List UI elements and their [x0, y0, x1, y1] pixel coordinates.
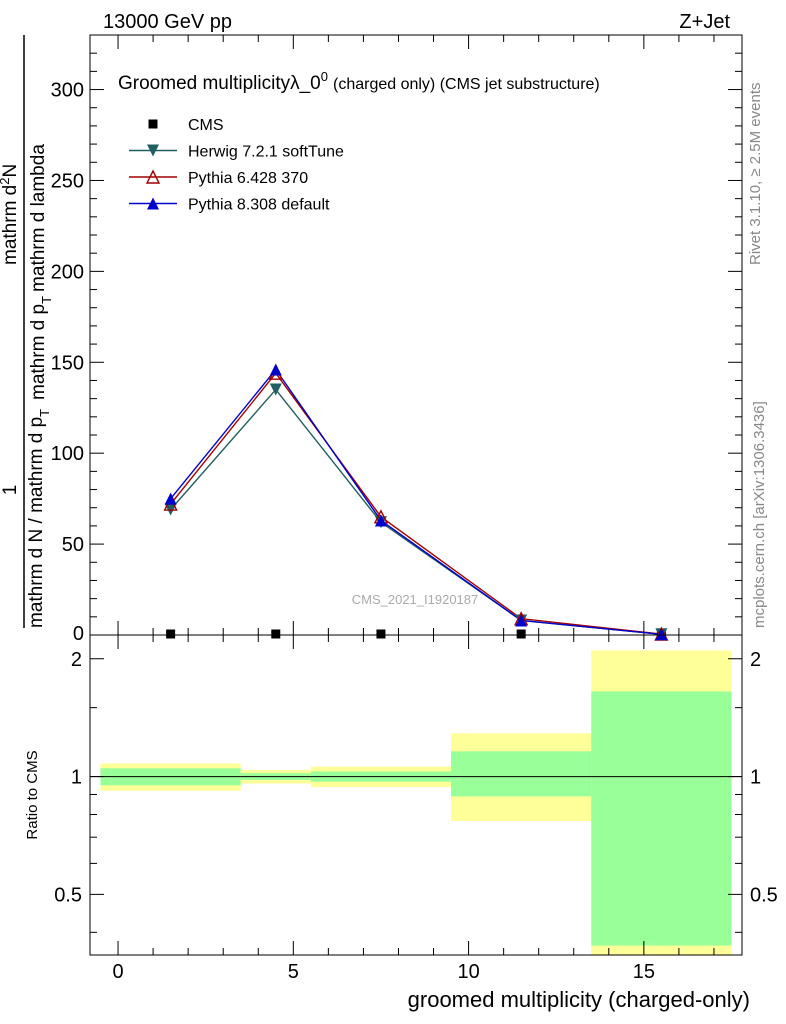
rivet-info-label: Rivet 3.1.10, ≥ 2.5M events: [747, 83, 764, 266]
ratio-ticks: 0.5 0.5 1 1 2 2 0 5 10 15: [54, 635, 778, 983]
ratio-band-inner: [451, 751, 592, 797]
process-label: Z+Jet: [679, 11, 730, 33]
legend-label-cms: CMS: [188, 117, 224, 134]
ratio-panel: 0.5 0.5 1 1 2 2 0 5 10 15 Ratio to CMS groomed mu…: [24, 634, 778, 1012]
ylabel-num: mathrm d2N: [0, 164, 21, 265]
main-markers: [163, 363, 669, 641]
point-pythia8: [269, 363, 282, 376]
main-panel: 50 100 150 200 250 300 0 CMS_2021_I1920187 Gro…: [0, 34, 743, 645]
point-cms: [376, 629, 386, 639]
ytick-label: 250: [51, 170, 84, 192]
xaxis-label: groomed multiplicity (charged-only): [408, 987, 750, 1012]
ratio-ytick-label-right: 1: [750, 767, 761, 789]
xtick-label: 15: [633, 961, 655, 983]
xtick-label: 10: [457, 961, 479, 983]
point-cms: [271, 629, 281, 639]
ratio-ytick-label-right: 0.5: [750, 884, 778, 906]
analysis-watermark: CMS_2021_I1920187: [352, 592, 479, 607]
point-pythia8: [164, 492, 177, 505]
ratio-ytick-label-right: 2: [750, 649, 761, 671]
point-pythia8: [655, 628, 668, 641]
xtick-label: 0: [112, 961, 123, 983]
xtick-label: 5: [288, 961, 299, 983]
ratio-ytick-label-left: 2: [71, 649, 82, 671]
ratio-ytick-label-left: 1: [71, 767, 82, 789]
source-info-label: mcplots.cern.ch [arXiv:1306.3436]: [751, 401, 768, 628]
legend-label-herwig: Herwig 7.2.1 softTune: [188, 144, 344, 161]
main-ylabel: 1 mathrm d N / mathrm d pT mathrm d2N ma…: [0, 35, 54, 628]
ylabel-den: mathrm d N / mathrm d pT: [26, 409, 52, 628]
point-pythia8: [515, 614, 528, 627]
ytick-label: 150: [51, 352, 84, 374]
ratio-ylabel: Ratio to CMS: [24, 750, 41, 839]
plot-title: Groomed multiplicityλ_00 (charged only) (…: [118, 69, 600, 94]
ylabel-den2: mathrm d pTmathrm d lambda: [28, 144, 54, 400]
ytick-label: 300: [51, 80, 84, 102]
point-pythia8: [374, 514, 387, 527]
legend-marker-pythia8: [147, 197, 159, 210]
main-ticks: 50 100 150 200 250 300 0: [51, 35, 742, 645]
legend: CMS Herwig 7.2.1 softTune Pythia 6.428 370…: [129, 117, 344, 214]
ytick-label: 100: [51, 443, 84, 465]
ratio-frame: [89, 634, 743, 956]
legend-label-pythia6: Pythia 6.428 370: [188, 170, 308, 187]
ratio-bands: [100, 650, 732, 955]
energy-label: 13000 GeV pp: [103, 11, 232, 33]
ratio-ytick-label-left: 0.5: [54, 884, 82, 906]
point-cms: [166, 629, 176, 639]
legend-marker-pythia6: [145, 169, 161, 184]
ratio-band-inner: [591, 691, 732, 946]
legend-marker-herwig: [147, 144, 159, 157]
ytick-label-zero: 0: [73, 623, 84, 645]
legend-marker-cms: [148, 119, 158, 129]
legend-label-pythia8: Pythia 8.308 default: [188, 197, 330, 214]
ylabel-frac-top: 1: [0, 485, 21, 496]
ytick-label: 200: [51, 261, 84, 283]
ytick-label: 50: [62, 534, 84, 556]
point-herwig: [269, 383, 282, 396]
point-cms: [516, 629, 526, 639]
